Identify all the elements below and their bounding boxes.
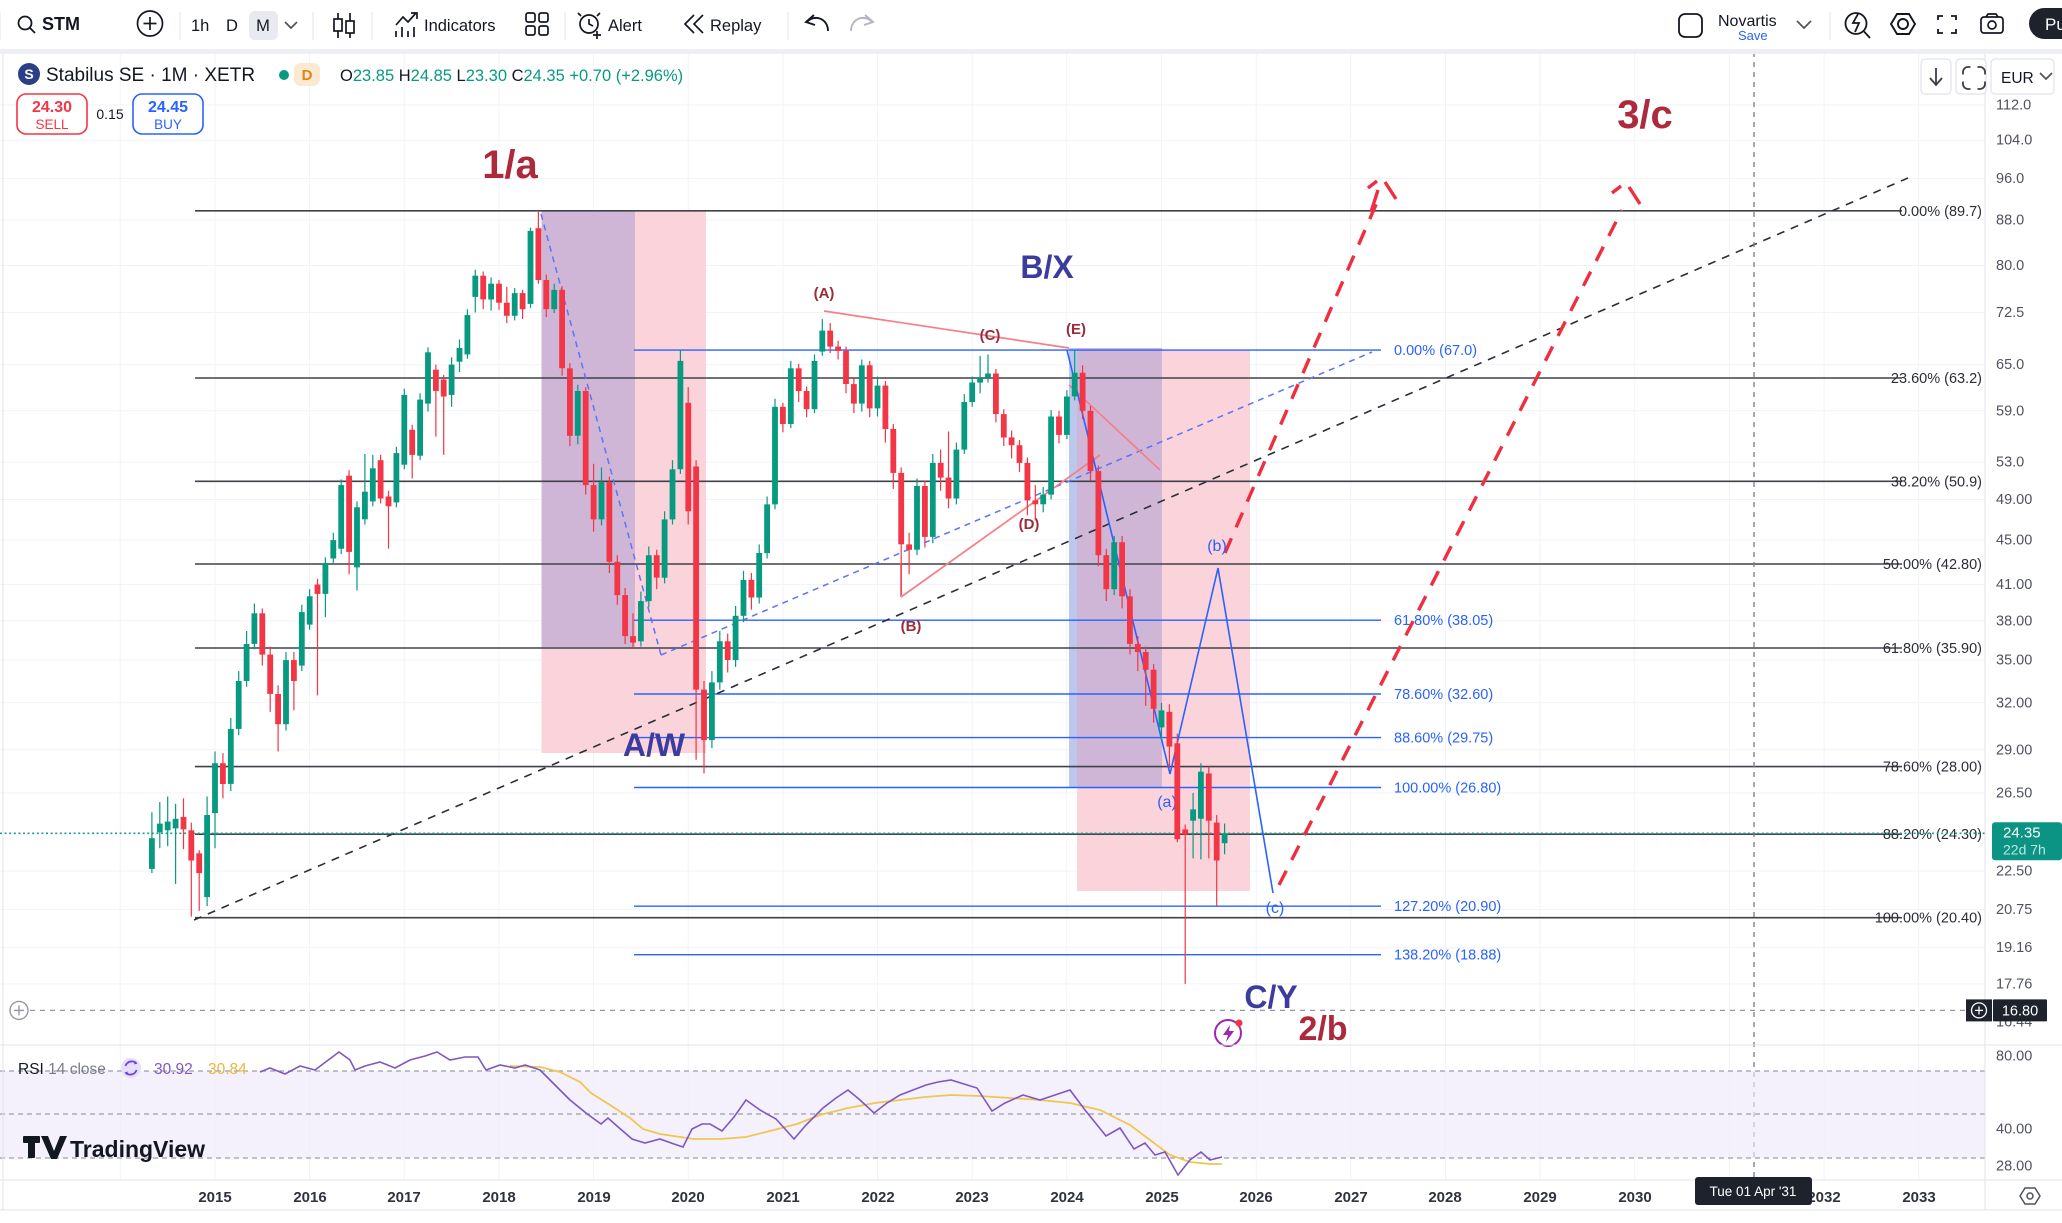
svg-text:24.30: 24.30 [32, 99, 72, 116]
svg-text:112.0: 112.0 [1996, 97, 2031, 113]
svg-text:2018: 2018 [482, 1189, 515, 1206]
svg-text:45.00: 45.00 [1996, 533, 2032, 549]
svg-text:2029: 2029 [1523, 1189, 1556, 1206]
svg-text:32.00: 32.00 [1996, 695, 2032, 711]
svg-text:M: M [256, 17, 270, 35]
svg-text:138.20% (18.88): 138.20% (18.88) [1394, 948, 1501, 964]
svg-text:100.00% (26.80): 100.00% (26.80) [1394, 781, 1501, 797]
svg-text:17.76: 17.76 [1996, 976, 2032, 992]
svg-text:D: D [226, 17, 238, 35]
svg-text:88.20% (24.30): 88.20% (24.30) [1883, 827, 1982, 843]
svg-text:C/Y: C/Y [1244, 979, 1297, 1015]
svg-text:49.00: 49.00 [1996, 492, 2032, 508]
svg-text:0.15: 0.15 [96, 106, 123, 122]
svg-text:(C): (C) [980, 327, 1001, 344]
svg-text:B/X: B/X [1020, 249, 1074, 285]
svg-text:Indicators: Indicators [424, 17, 496, 35]
svg-text:23.60% (63.2): 23.60% (63.2) [1891, 371, 1982, 387]
svg-text:19.16: 19.16 [1996, 940, 2032, 956]
svg-text:(B): (B) [901, 618, 922, 635]
svg-text:Replay: Replay [710, 17, 762, 35]
svg-text:78.60% (28.00): 78.60% (28.00) [1883, 760, 1982, 776]
svg-text:STM: STM [42, 14, 80, 34]
svg-text:72.5: 72.5 [1996, 305, 2024, 321]
svg-text:24.35: 24.35 [2003, 824, 2041, 841]
svg-text:59.0: 59.0 [1996, 403, 2024, 419]
svg-text:38.20% (50.9): 38.20% (50.9) [1891, 474, 1982, 490]
svg-text:TradingView: TradingView [70, 1136, 205, 1162]
svg-text:2/b: 2/b [1298, 1010, 1347, 1048]
svg-text:65.0: 65.0 [1996, 357, 2024, 373]
svg-text:SELL: SELL [35, 117, 69, 132]
svg-text:2025: 2025 [1145, 1189, 1178, 1206]
svg-text:A/W: A/W [623, 727, 686, 763]
svg-text:2017: 2017 [387, 1189, 420, 1206]
svg-text:D: D [302, 67, 313, 84]
svg-text:2016: 2016 [293, 1189, 326, 1206]
svg-text:29.00: 29.00 [1996, 742, 2032, 758]
svg-text:2021: 2021 [766, 1189, 799, 1206]
svg-text:EUR: EUR [2001, 70, 2034, 87]
svg-text:3/c: 3/c [1617, 93, 1673, 137]
svg-text:26.50: 26.50 [1996, 785, 2032, 801]
svg-text:O23.85 H24.85 L23.30 C24.35 +0: O23.85 H24.85 L23.30 C24.35 +0.70 (+2.96… [340, 67, 683, 85]
svg-text:127.20% (20.90): 127.20% (20.90) [1394, 899, 1501, 915]
svg-text:78.60% (32.60): 78.60% (32.60) [1394, 687, 1493, 703]
svg-text:(E): (E) [1066, 321, 1086, 338]
svg-text:40.00: 40.00 [1996, 1122, 2032, 1138]
svg-text:Alert: Alert [608, 17, 642, 35]
svg-text:41.00: 41.00 [1996, 577, 2032, 593]
svg-text:Pu: Pu [2045, 15, 2062, 34]
svg-text:38.00: 38.00 [1996, 613, 2032, 629]
svg-text:24.45: 24.45 [148, 99, 188, 116]
svg-text:16.80: 16.80 [2002, 1003, 2038, 1019]
svg-text:2019: 2019 [577, 1189, 610, 1206]
svg-text:28.00: 28.00 [1996, 1159, 2032, 1175]
svg-text:RSI 14 close: RSI 14 close [18, 1061, 106, 1078]
svg-text:(c): (c) [1266, 900, 1285, 917]
svg-text:Tue 01 Apr '31: Tue 01 Apr '31 [1710, 1184, 1797, 1199]
svg-text:2026: 2026 [1239, 1189, 1272, 1206]
svg-text:(D): (D) [1019, 516, 1040, 533]
svg-text:104.0: 104.0 [1996, 133, 2032, 149]
svg-text:80.0: 80.0 [1996, 258, 2024, 274]
svg-text:2032: 2032 [1807, 1189, 1840, 1206]
svg-text:88.60% (29.75): 88.60% (29.75) [1394, 731, 1493, 747]
svg-text:Stabilus SE · 1M · XETR: Stabilus SE · 1M · XETR [46, 65, 255, 86]
svg-text:BUY: BUY [154, 117, 182, 132]
svg-text:88.0: 88.0 [1996, 213, 2024, 229]
svg-text:35.00: 35.00 [1996, 653, 2032, 669]
svg-text:2030: 2030 [1618, 1189, 1651, 1206]
svg-text:61.80% (38.05): 61.80% (38.05) [1394, 613, 1493, 629]
svg-text:S: S [24, 66, 33, 82]
svg-text:(b): (b) [1207, 538, 1227, 555]
svg-text:2027: 2027 [1334, 1189, 1367, 1206]
svg-text:Novartis: Novartis [1718, 13, 1777, 30]
svg-text:2015: 2015 [198, 1189, 231, 1206]
svg-text:30.92: 30.92 [154, 1061, 193, 1078]
svg-text:(a): (a) [1157, 794, 1177, 811]
svg-text:61.80% (35.90): 61.80% (35.90) [1883, 641, 1982, 657]
svg-text:0.00% (67.0): 0.00% (67.0) [1394, 343, 1477, 359]
svg-text:80.00: 80.00 [1996, 1049, 2032, 1065]
svg-text:(A): (A) [814, 285, 835, 302]
svg-text:100.00% (20.40): 100.00% (20.40) [1875, 911, 1982, 927]
svg-text:2020: 2020 [671, 1189, 704, 1206]
svg-text:2022: 2022 [861, 1189, 894, 1206]
svg-text:Save: Save [1738, 28, 1768, 43]
svg-text:22.50: 22.50 [1996, 864, 2032, 880]
svg-text:50.00% (42.80): 50.00% (42.80) [1883, 557, 1982, 573]
svg-text:96.0: 96.0 [1996, 171, 2024, 187]
svg-text:2023: 2023 [955, 1189, 988, 1206]
svg-text:22d 7h: 22d 7h [2003, 841, 2046, 857]
svg-text:1h: 1h [191, 17, 209, 35]
svg-text:53.0: 53.0 [1996, 455, 2024, 471]
svg-text:2024: 2024 [1050, 1189, 1084, 1206]
svg-text:0.00% (89.7): 0.00% (89.7) [1899, 204, 1982, 220]
svg-text:20.75: 20.75 [1996, 902, 2032, 918]
svg-text:2028: 2028 [1428, 1189, 1461, 1206]
svg-text:30.84: 30.84 [208, 1061, 247, 1078]
svg-text:1/a: 1/a [482, 143, 538, 187]
svg-text:2033: 2033 [1902, 1189, 1935, 1206]
